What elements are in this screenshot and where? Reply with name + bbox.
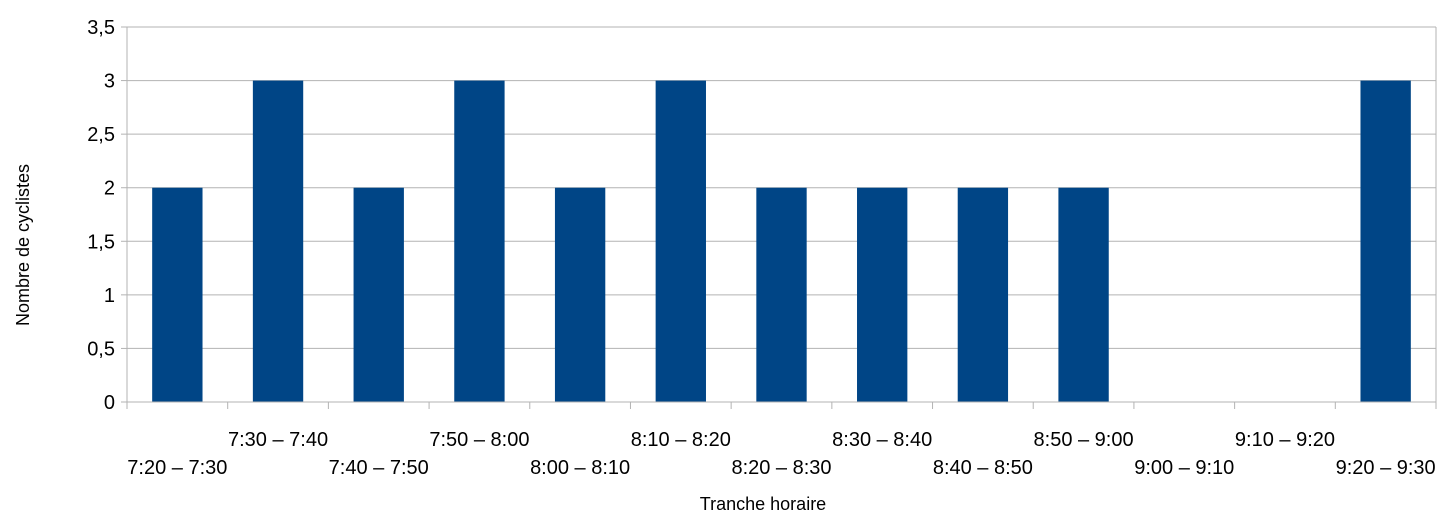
x-tick-label: 8:50 – 9:00 [1034, 429, 1134, 451]
x-tick-label: 9:20 – 9:30 [1336, 457, 1436, 479]
x-tick-label: 8:00 – 8:10 [530, 457, 630, 479]
bar [454, 80, 505, 403]
y-tick-labels: 0 0,5 1 1,5 2 2,5 3 3,5 [87, 17, 115, 414]
y-axis-title: Nombre de cyclistes [13, 164, 33, 326]
bar [655, 80, 706, 403]
x-tick-label: 8:10 – 8:20 [631, 429, 731, 451]
y-tick-label: 1,5 [87, 231, 115, 253]
bar [353, 187, 404, 402]
y-tick-label: 0 [104, 392, 115, 414]
x-axis-title: Tranche horaire [700, 494, 826, 514]
y-tick-label: 2 [104, 178, 115, 200]
bar [1058, 187, 1109, 402]
bar [252, 80, 304, 403]
x-tick-label: 7:40 – 7:50 [329, 457, 429, 479]
y-tick-label: 0,5 [87, 338, 115, 360]
bars [152, 80, 1411, 403]
bar [857, 187, 908, 402]
bar [152, 187, 203, 402]
x-tick-label: 9:10 – 9:20 [1235, 429, 1335, 451]
x-tick-label: 8:20 – 8:30 [731, 457, 831, 479]
x-tick-label: 8:40 – 8:50 [933, 457, 1033, 479]
y-tick-label: 1 [104, 285, 115, 307]
y-tick-label: 2,5 [87, 124, 115, 146]
x-tick-labels: 7:20 – 7:307:30 – 7:407:40 – 7:507:50 – … [127, 429, 1435, 479]
x-tick-label: 7:50 – 8:00 [429, 429, 529, 451]
bar [554, 187, 606, 402]
y-tick-label: 3 [104, 71, 115, 93]
x-tick-label: 7:30 – 7:40 [228, 429, 328, 451]
x-tick-label: 7:20 – 7:30 [127, 457, 227, 479]
axes [121, 26, 1437, 409]
bar [1360, 80, 1411, 403]
y-tick-label: 3,5 [87, 17, 115, 39]
bar [957, 187, 1009, 402]
bar [756, 187, 807, 402]
x-tick-label: 8:30 – 8:40 [832, 429, 932, 451]
x-tick-label: 9:00 – 9:10 [1134, 457, 1234, 479]
